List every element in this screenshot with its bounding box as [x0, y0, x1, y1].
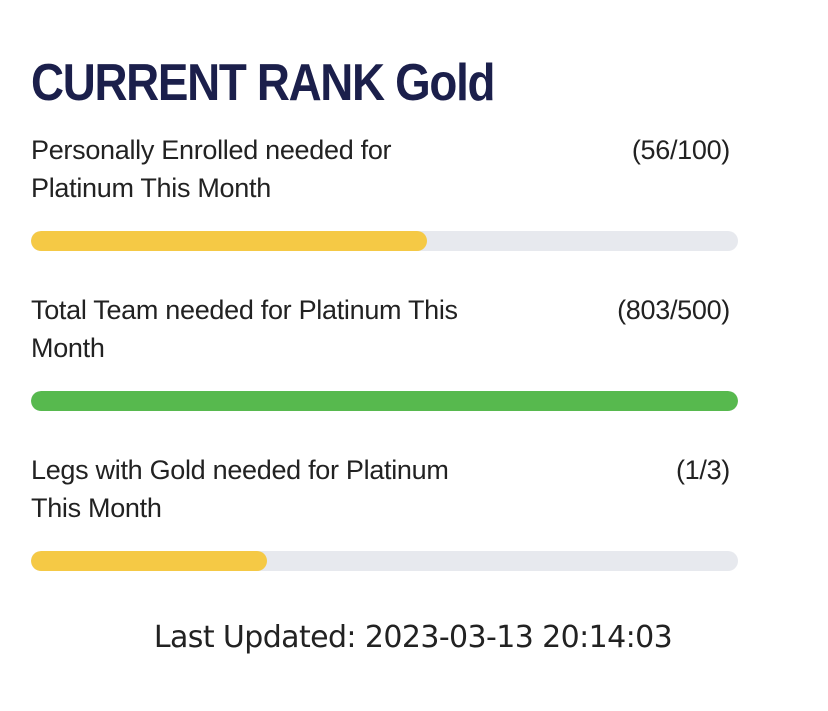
- metric-label: Legs with Gold needed for Platinum This …: [31, 455, 449, 523]
- progress-track: [31, 231, 738, 251]
- metric-label: Personally Enrolled needed for Platinum …: [31, 135, 392, 203]
- progress-fill: [31, 551, 267, 571]
- last-updated-text: Last Updated: 2023-03-13 20:14:03: [153, 620, 673, 655]
- progress-track: [31, 391, 738, 411]
- progress-fill: [31, 391, 738, 411]
- metric-label: Total Team needed for Platinum This Mont…: [31, 295, 458, 363]
- metric-count: (1/3): [675, 455, 730, 485]
- current-rank-title: CURRENT RANK Gold: [31, 54, 495, 112]
- progress-fill: [31, 231, 427, 251]
- progress-track: [31, 551, 738, 571]
- metric-count: (803/500): [617, 295, 730, 325]
- metric-count: (56/100): [631, 135, 730, 165]
